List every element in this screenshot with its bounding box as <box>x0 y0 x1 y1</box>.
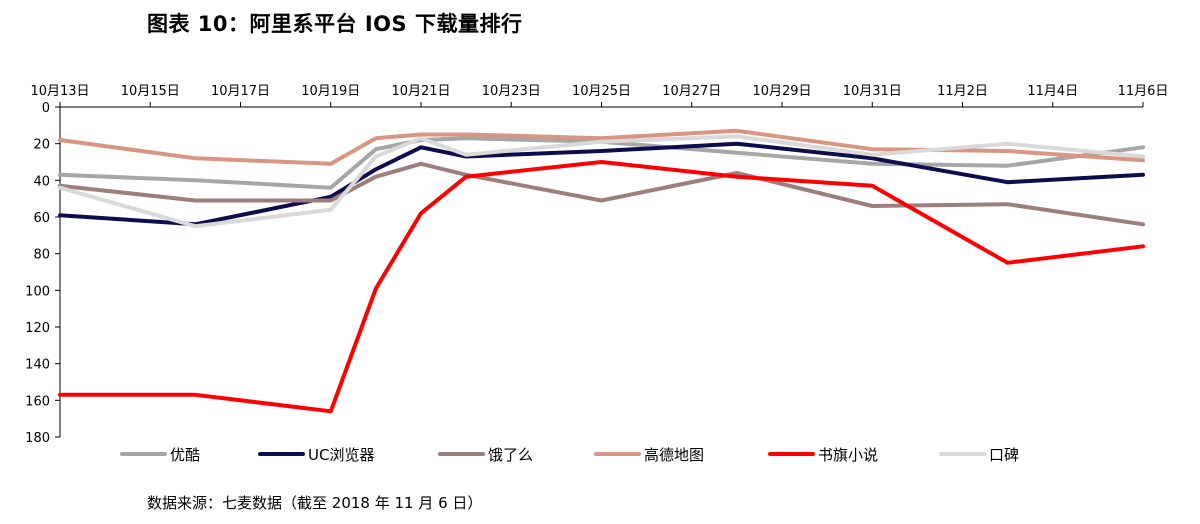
legend-label: UC浏览器 <box>308 446 374 464</box>
legend-label: 口碑 <box>989 446 1019 464</box>
chart-legend: 优酷 UC浏览器 饿了么 高德地图 书旗小说 口碑 <box>120 446 1019 464</box>
x-tick-label: 10月23日 <box>482 84 541 99</box>
x-tick-label: 11月6日 <box>1118 84 1169 99</box>
legend-label: 书旗小说 <box>818 446 878 464</box>
x-tick-label: 10月29日 <box>752 84 811 99</box>
legend-label: 高德地图 <box>644 446 704 464</box>
y-tick-label: 140 <box>25 358 50 373</box>
legend-label: 饿了么 <box>488 446 533 464</box>
chart-title: 图表 10：阿里系平台 IOS 下载量排行 <box>147 12 523 36</box>
x-tick-label: 10月25日 <box>572 84 631 99</box>
x-tick-label: 10月19日 <box>301 84 360 99</box>
legend-label: 优酷 <box>170 446 200 464</box>
series-line <box>58 160 1145 414</box>
y-tick-label: 60 <box>33 211 50 226</box>
x-tick-label: 11月4日 <box>1027 84 1078 99</box>
data-source-note: 数据来源：七麦数据（截至 2018 年 11 月 6 日） <box>147 494 483 512</box>
chart-series <box>58 128 1145 414</box>
series-line <box>58 161 1145 227</box>
x-tick-label: 10月13日 <box>30 84 89 99</box>
chart-axes: 10月13日 10月15日 10月17日 10月19日 10月21日 10月23日 10月2… <box>25 84 1168 446</box>
series-line <box>58 134 1145 229</box>
x-tick-label: 10月17日 <box>211 84 270 99</box>
y-tick-label: 80 <box>33 248 50 263</box>
series-line <box>58 141 1145 227</box>
y-tick-label: 180 <box>25 431 50 446</box>
x-tick-label: 10月21日 <box>391 84 450 99</box>
y-tick-label: 0 <box>42 101 50 116</box>
y-tick-label: 40 <box>33 174 50 189</box>
y-tick-label: 100 <box>25 284 50 299</box>
x-tick-label: 10月27日 <box>662 84 721 99</box>
x-tick-label: 10月15日 <box>121 84 180 99</box>
y-tick-label: 20 <box>33 138 50 153</box>
x-tick-label: 11月2日 <box>937 84 988 99</box>
y-tick-label: 120 <box>25 321 50 336</box>
x-tick-label: 10月31日 <box>843 84 902 99</box>
y-tick-label: 160 <box>25 394 50 409</box>
